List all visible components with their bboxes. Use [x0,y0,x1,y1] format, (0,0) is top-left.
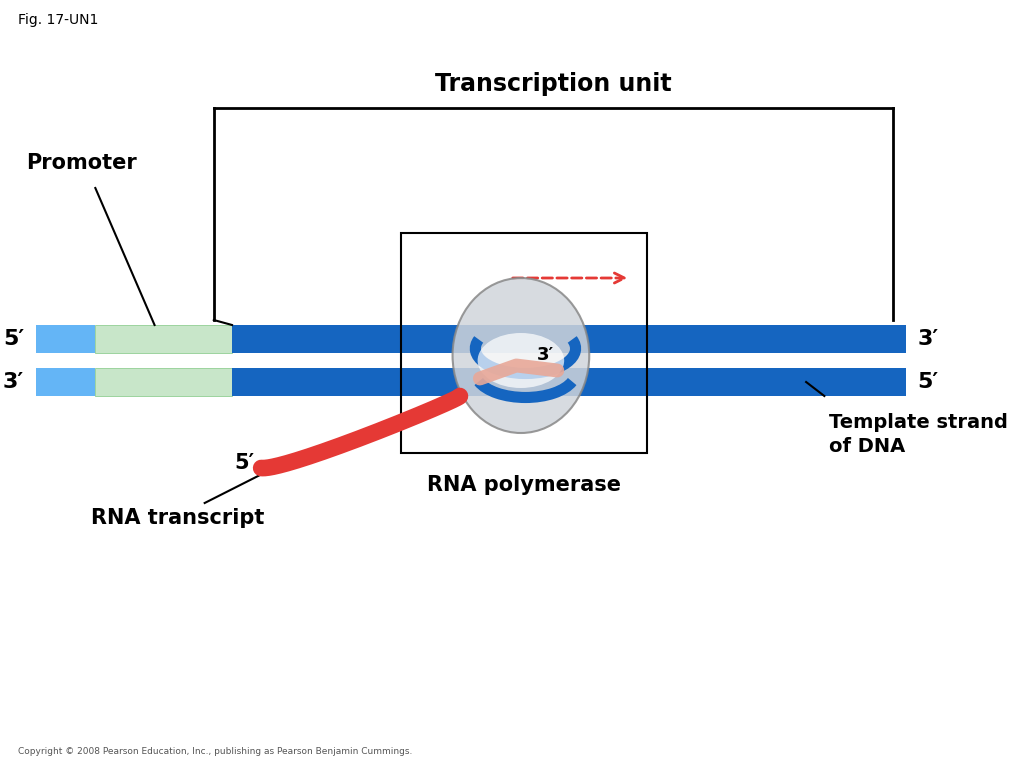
Ellipse shape [477,333,564,388]
Text: 3′: 3′ [3,372,25,392]
Text: 3′: 3′ [537,346,554,365]
Text: 5′: 5′ [918,372,939,392]
Text: Template strand
of DNA: Template strand of DNA [828,413,1008,455]
Text: Transcription unit: Transcription unit [435,72,672,96]
Text: RNA polymerase: RNA polymerase [427,475,621,495]
Text: 5′: 5′ [234,453,255,473]
Bar [232,368,906,396]
Text: RNA transcript: RNA transcript [91,508,264,528]
Text: Fig. 17-UN1: Fig. 17-UN1 [17,13,98,27]
Bar [36,320,906,325]
Bar [400,233,646,453]
Bar [36,325,95,353]
Text: 5′: 5′ [3,329,25,349]
Bar [232,325,906,353]
Text: 3′: 3′ [918,329,939,349]
Ellipse shape [453,278,589,433]
Text: Promoter: Promoter [27,153,137,173]
Bar [95,368,232,396]
Text: Copyright © 2008 Pearson Education, Inc., publishing as Pearson Benjamin Cumming: Copyright © 2008 Pearson Education, Inc.… [17,747,413,756]
Bar [36,368,95,396]
Bar [95,325,232,353]
